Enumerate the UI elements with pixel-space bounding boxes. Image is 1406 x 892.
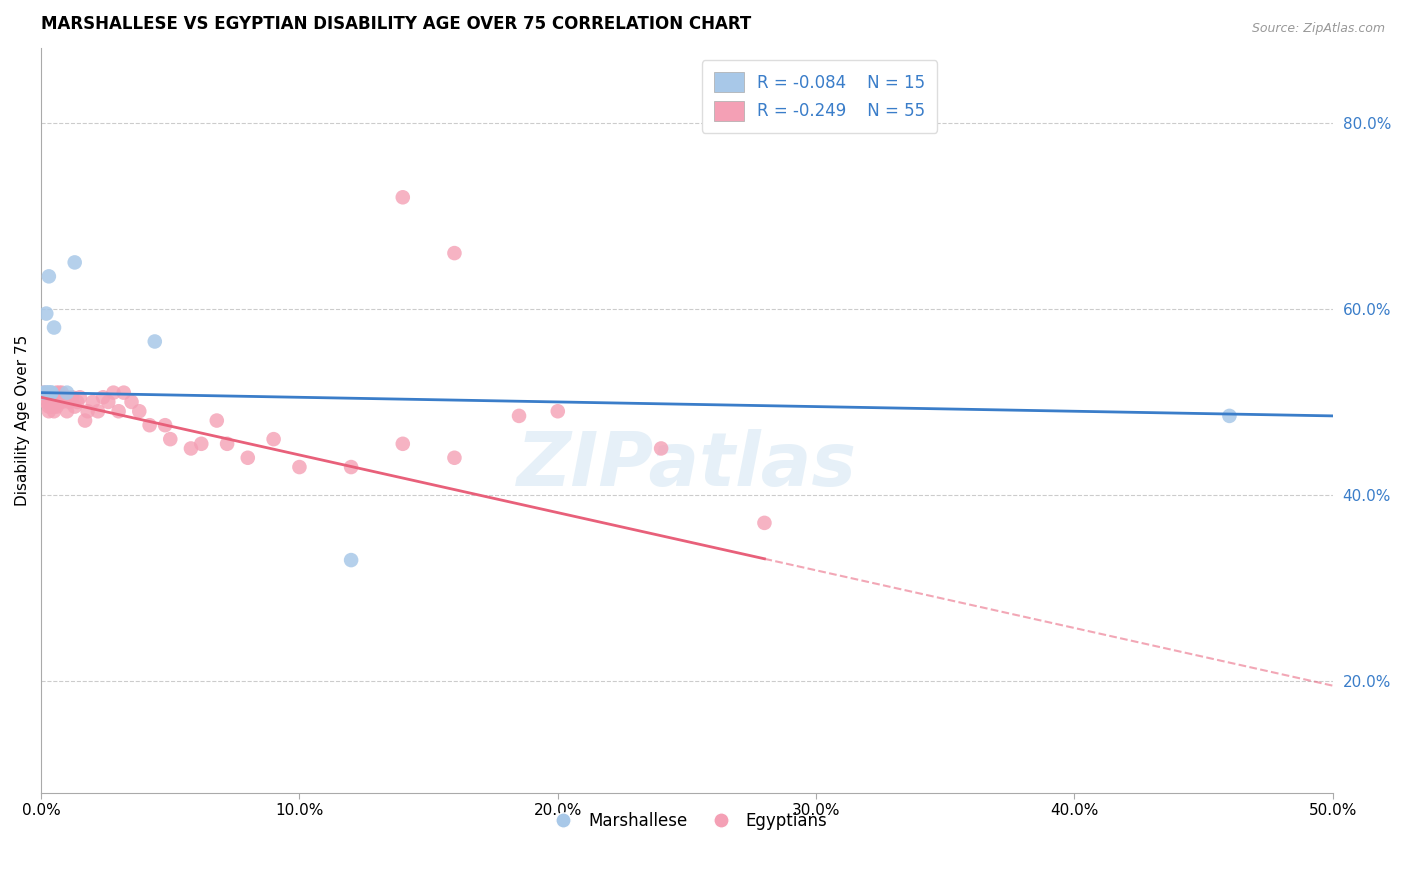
Point — [41, 390, 63, 404]
Point — [58, 395, 80, 409]
Point — [35, 307, 58, 321]
Point — [41, 385, 63, 400]
Point — [138, 418, 160, 433]
Text: MARSHALLESE VS EGYPTIAN DISABILITY AGE OVER 75 CORRELATION CHART: MARSHALLESE VS EGYPTIAN DISABILITY AGE O… — [41, 15, 751, 33]
Point — [159, 432, 181, 446]
Point — [51, 395, 73, 409]
Point — [53, 390, 76, 404]
Point — [107, 404, 129, 418]
Point — [650, 442, 672, 456]
Point — [754, 516, 776, 530]
Point — [38, 400, 60, 414]
Point — [42, 400, 65, 414]
Point — [128, 404, 150, 418]
Point — [35, 385, 58, 400]
Point — [143, 334, 166, 349]
Point — [97, 395, 120, 409]
Point — [112, 385, 135, 400]
Point — [41, 400, 63, 414]
Point — [103, 385, 125, 400]
Point — [69, 390, 91, 404]
Point — [42, 404, 65, 418]
Point — [38, 404, 60, 418]
Point — [38, 395, 60, 409]
Point — [190, 437, 212, 451]
Point — [391, 190, 413, 204]
Point — [547, 404, 569, 418]
Point — [66, 395, 89, 409]
Point — [56, 390, 79, 404]
Point — [340, 553, 363, 567]
Point — [121, 395, 143, 409]
Point — [51, 385, 73, 400]
Text: ZIPatlas: ZIPatlas — [517, 429, 856, 501]
Point — [236, 450, 259, 465]
Point — [56, 385, 79, 400]
Point — [63, 400, 86, 414]
Point — [38, 385, 60, 400]
Point — [48, 385, 70, 400]
Point — [217, 437, 239, 451]
Point — [45, 400, 67, 414]
Point — [48, 395, 70, 409]
Point — [38, 269, 60, 284]
Point — [42, 395, 65, 409]
Point — [153, 418, 176, 433]
Point — [32, 385, 55, 400]
Point — [32, 385, 55, 400]
Point — [42, 320, 65, 334]
Point — [180, 442, 202, 456]
Point — [76, 404, 98, 418]
Point — [91, 390, 114, 404]
Point — [508, 409, 530, 423]
Point — [56, 404, 79, 418]
Point — [60, 390, 83, 404]
Text: Source: ZipAtlas.com: Source: ZipAtlas.com — [1251, 22, 1385, 36]
Point — [288, 460, 311, 475]
Point — [443, 246, 465, 260]
Point — [263, 432, 285, 446]
Point — [443, 450, 465, 465]
Point — [391, 437, 413, 451]
Point — [35, 385, 58, 400]
Point — [340, 460, 363, 475]
Point — [82, 395, 104, 409]
Point — [35, 395, 58, 409]
Point — [35, 390, 58, 404]
Point — [38, 385, 60, 400]
Y-axis label: Disability Age Over 75: Disability Age Over 75 — [15, 334, 30, 506]
Point — [87, 404, 110, 418]
Point — [45, 385, 67, 400]
Point — [1218, 409, 1240, 423]
Point — [63, 255, 86, 269]
Point — [73, 413, 96, 427]
Legend: Marshallese, Egyptians: Marshallese, Egyptians — [540, 805, 834, 837]
Point — [41, 385, 63, 400]
Point — [205, 413, 228, 427]
